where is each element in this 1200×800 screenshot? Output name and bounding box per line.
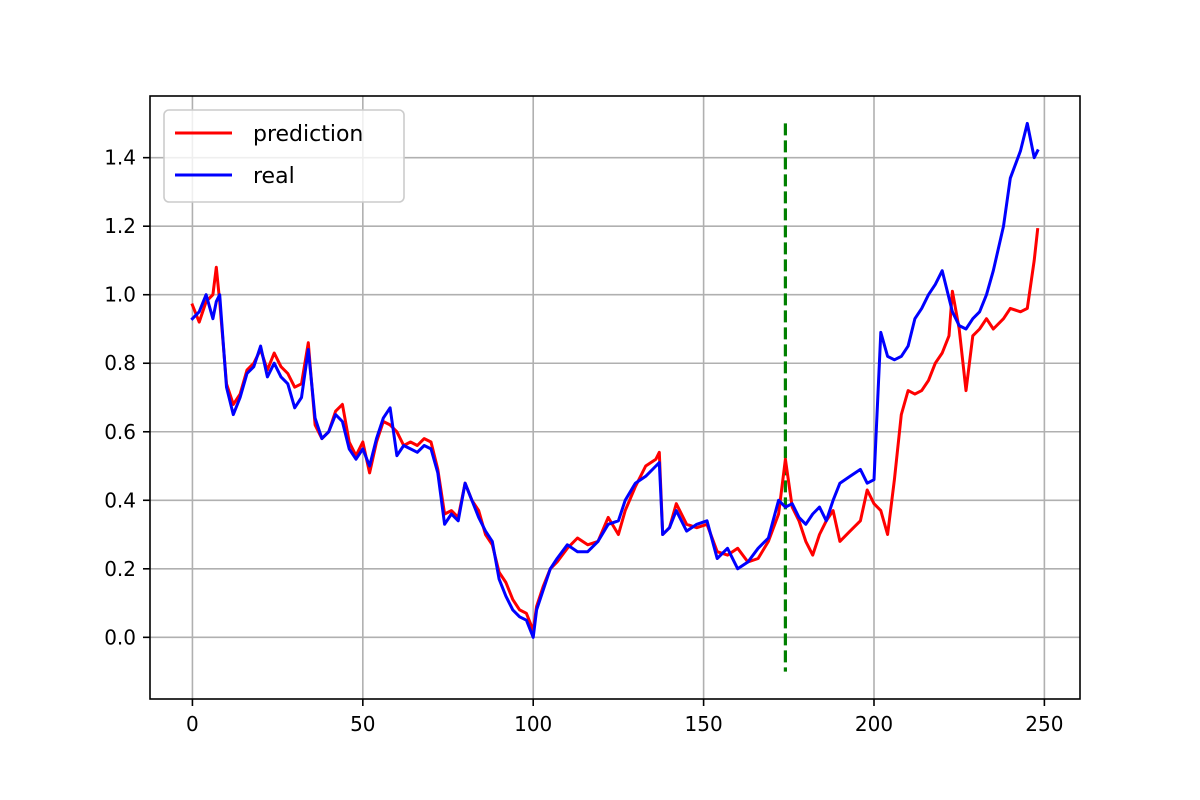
y-tick-label: 1.2	[104, 214, 136, 238]
grid	[150, 96, 1080, 699]
x-tick-label: 200	[855, 712, 893, 736]
series-layer	[190, 121, 1040, 639]
x-tick-label: 50	[350, 712, 375, 736]
legend-label-real: real	[253, 164, 295, 189]
y-tick-label: 0.4	[104, 488, 136, 512]
x-tick-label: 100	[514, 712, 552, 736]
plot-frame	[149, 95, 1081, 700]
x-tick-label: 0	[186, 712, 199, 736]
legend-label-prediction: prediction	[253, 122, 363, 147]
y-tick-label: 0.6	[104, 420, 136, 444]
ticks: 0 50 100 150 200 250 0.0 0.2 0.4 0.6 0.8 1.0 1.2 1.4	[104, 146, 1063, 736]
series-line-real	[190, 121, 1040, 639]
x-tick-label: 150	[685, 712, 723, 736]
y-tick-label: 0.0	[104, 625, 136, 649]
y-tick-label: 1.4	[104, 146, 136, 170]
y-tick-label: 0.8	[104, 351, 136, 375]
y-tick-label: 1.0	[104, 283, 136, 307]
legend: prediction real	[163, 109, 405, 203]
x-tick-label: 250	[1025, 712, 1063, 736]
y-tick-label: 0.2	[104, 557, 136, 581]
